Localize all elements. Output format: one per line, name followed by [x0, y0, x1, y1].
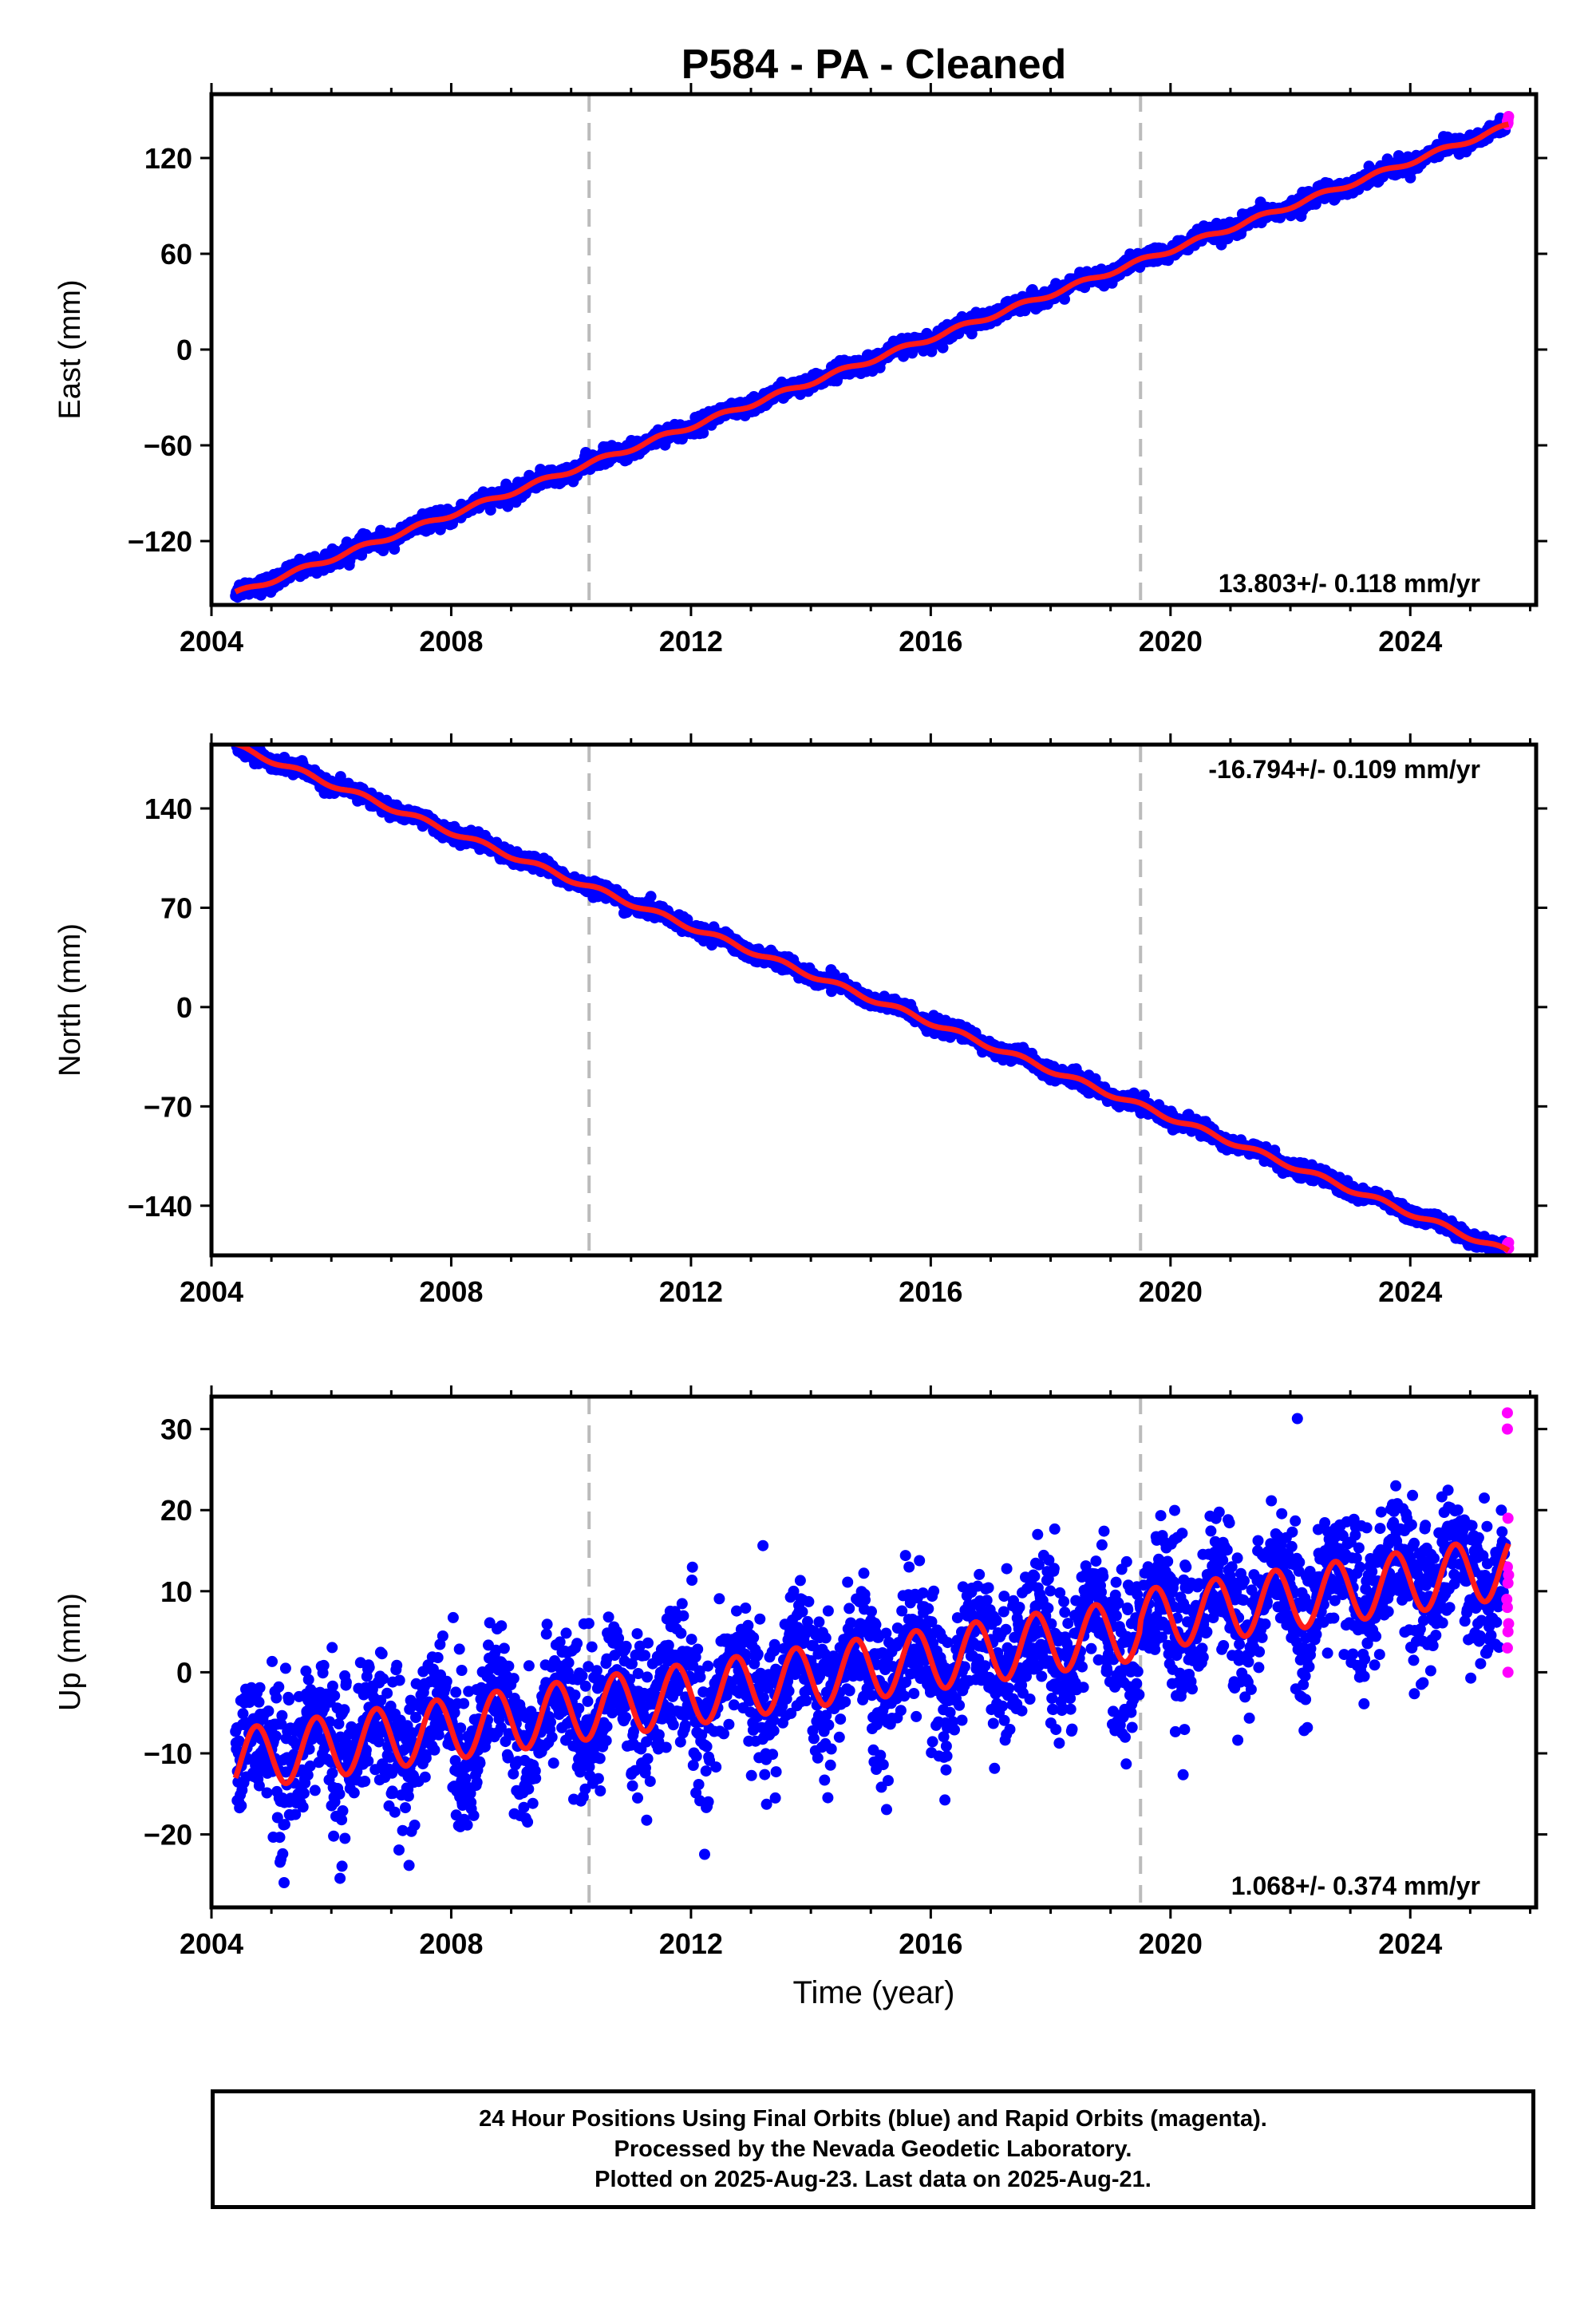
x-tick-label: 2020 — [1139, 1927, 1203, 1960]
y-tick-label: 20 — [160, 1494, 192, 1527]
y-axis-label: North (mm) — [53, 923, 87, 1077]
x-tick-label: 2016 — [899, 1275, 962, 1308]
y-axis-label: East (mm) — [53, 279, 87, 419]
y-tick-label: −70 — [144, 1090, 192, 1123]
y-tick-label: −20 — [144, 1819, 192, 1852]
x-tick-label: 2012 — [659, 1927, 723, 1960]
y-axis-label: Up (mm) — [53, 1593, 87, 1711]
figure-title: P584 - PA - Cleaned — [681, 41, 1067, 88]
y-tick-label: −140 — [128, 1190, 192, 1223]
x-tick-label: 2012 — [659, 1275, 723, 1308]
rapid-point-8 — [1501, 1602, 1513, 1614]
model-fit-line — [235, 745, 1511, 1253]
x-tick-label: 2020 — [1139, 1275, 1203, 1308]
rapid-point-3 — [1502, 1512, 1514, 1524]
y-tick-label: −60 — [144, 429, 192, 462]
rapid-point-11 — [1501, 1642, 1513, 1654]
final-orbit-points — [230, 113, 1511, 603]
y-tick-label: 10 — [160, 1575, 192, 1608]
x-axis-label: Time (year) — [793, 1975, 955, 2010]
x-tick-label: 2016 — [899, 625, 962, 658]
footer-line-1: 24 Hour Positions Using Final Orbits (bl… — [479, 2106, 1267, 2132]
rapid-point-7 — [1501, 1593, 1513, 1605]
velocity-label: 13.803+/- 0.118 mm/yr — [1219, 569, 1480, 598]
y-tick-label: −120 — [128, 525, 192, 558]
y-tick-label: 120 — [144, 142, 192, 175]
y-tick-label: 30 — [160, 1413, 192, 1446]
rapid-orbit-points — [1501, 1407, 1515, 1678]
x-tick-label: 2024 — [1378, 625, 1442, 658]
rapid-point-1 — [1501, 1407, 1513, 1419]
footer-line-3: Plotted on 2025-Aug-23. Last data on 202… — [595, 2167, 1152, 2192]
y-tick-label: −10 — [144, 1737, 192, 1770]
y-tick-label: 0 — [176, 1656, 192, 1689]
y-tick-label: 0 — [176, 334, 192, 366]
rapid-point-9 — [1503, 1618, 1515, 1630]
panel-north: 2004 2008 2012 2016 2020 2024 −140 −70 0 70 140 Nor… — [53, 733, 1547, 1308]
panel-east: 2004 2008 2012 2016 2020 2024 −120 −60 0 60 120 Eas… — [53, 83, 1547, 658]
footer-line-2: Processed by the Nevada Geodetic Laborat… — [614, 2136, 1132, 2162]
x-tick-label: 2004 — [180, 625, 243, 658]
x-tick-label: 2024 — [1378, 1927, 1442, 1960]
rapid-point-5 — [1503, 1569, 1515, 1581]
x-tick-label: 2008 — [419, 1927, 483, 1960]
plot-frame — [209, 1394, 1539, 1910]
footer-box: 24 Hour Positions Using Final Orbits (bl… — [211, 2089, 1535, 2209]
rapid-point-2 — [1501, 1423, 1513, 1435]
x-tick-label: 2012 — [659, 625, 723, 658]
y-tick-label: 0 — [176, 991, 192, 1024]
velocity-label: -16.794+/- 0.109 mm/yr — [1208, 755, 1480, 784]
velocity-label: 1.068+/- 0.374 mm/yr — [1231, 1871, 1480, 1900]
y-tick-label: 60 — [160, 238, 192, 271]
y-tick-label: 70 — [160, 891, 192, 924]
x-tick-label: 2016 — [899, 1927, 962, 1960]
x-tick-label: 2004 — [180, 1275, 243, 1308]
x-tick-label: 2004 — [180, 1927, 243, 1960]
x-tick-label: 2008 — [419, 625, 483, 658]
panel-up: 2004 2008 2012 2016 2020 2024 −20 −10 0 10 20 30 Up … — [53, 1385, 1547, 2010]
model-fit-line — [232, 1541, 1511, 1787]
x-tick-label: 2020 — [1139, 625, 1203, 658]
rapid-point-6 — [1502, 1577, 1514, 1589]
final-orbit-points — [231, 745, 1511, 1255]
y-tick-label: 140 — [144, 792, 192, 825]
x-tick-label: 2008 — [419, 1275, 483, 1308]
panels: 2004 2008 2012 2016 2020 2024 −120 −60 0 60 120 Eas… — [53, 83, 1547, 2010]
plot-frame — [209, 742, 1539, 1258]
x-tick-label: 2024 — [1378, 1275, 1442, 1308]
rapid-point-10 — [1502, 1626, 1514, 1638]
model-fit-line — [234, 121, 1510, 595]
rapid-point-12 — [1502, 1666, 1514, 1678]
